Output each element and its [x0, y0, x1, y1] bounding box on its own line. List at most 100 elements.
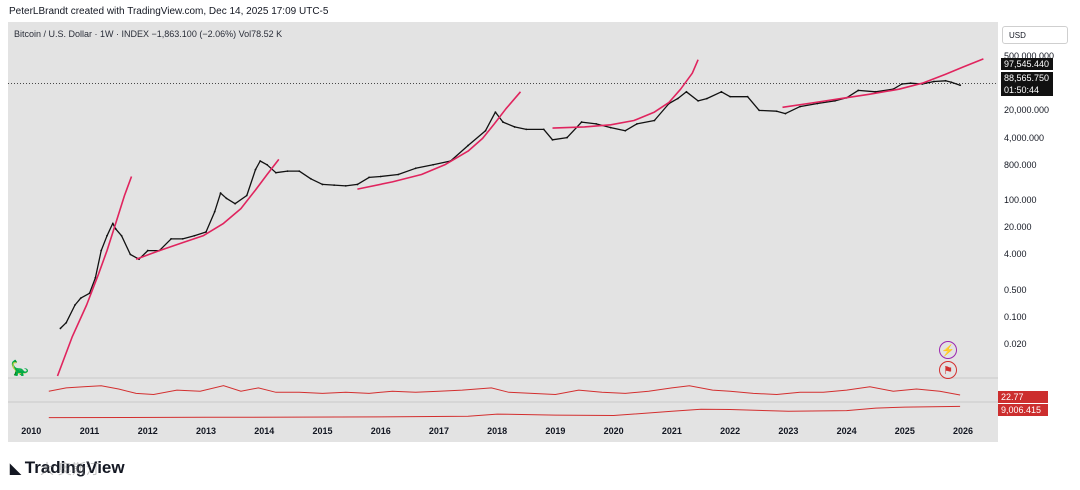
- watermark: 大 奥斯汀: [40, 461, 100, 477]
- price-point: [799, 105, 801, 108]
- price-point: [609, 126, 612, 129]
- currency-button[interactable]: USD: [1002, 26, 1068, 44]
- price-point: [193, 234, 196, 237]
- tradingview-mark-icon: ◣: [10, 459, 21, 476]
- price-point: [484, 129, 487, 132]
- price-series-line: [59, 80, 961, 329]
- x-tick-label: 2022: [720, 426, 741, 436]
- price-point: [816, 102, 819, 105]
- price-point: [901, 83, 903, 85]
- y-tick-label: 4,000.000: [1004, 132, 1045, 143]
- x-tick-label: 2012: [137, 426, 158, 436]
- parabolic-arc-2: [135, 158, 280, 260]
- price-point: [254, 168, 257, 171]
- symbol-legend[interactable]: Bitcoin / U.S. Dollar · 1W · INDEX −1,86…: [14, 29, 283, 39]
- x-tick-label: 2011: [79, 426, 100, 436]
- x-tick-label: 2024: [836, 426, 857, 436]
- us-flag-icon[interactable]: ⚑: [939, 361, 957, 379]
- price-point: [944, 79, 947, 82]
- x-tick-label: 2013: [195, 426, 217, 436]
- price-point: [225, 197, 228, 200]
- price-point: [909, 82, 912, 85]
- price-point: [758, 109, 761, 112]
- x-tick-label: 2015: [312, 426, 333, 436]
- price-point: [624, 129, 627, 132]
- price-point: [344, 184, 347, 187]
- price-point: [100, 249, 103, 252]
- oscillator-line: [48, 385, 961, 396]
- price-point: [120, 234, 123, 237]
- price-point: [551, 138, 554, 141]
- price-point: [580, 121, 583, 123]
- chart-panel[interactable]: [8, 22, 998, 442]
- price-point: [79, 297, 82, 300]
- price-point: [705, 97, 708, 100]
- price-point: [298, 170, 301, 173]
- y-tick-label: 800.000: [1004, 159, 1037, 170]
- price-point: [111, 222, 114, 225]
- y-tick-label: 0.020: [1004, 338, 1027, 349]
- price-point: [502, 121, 504, 123]
- price-point: [525, 128, 528, 131]
- chart-caption: PeterLBrandt created with TradingView.co…: [9, 6, 329, 17]
- x-tick-label: 2014: [254, 426, 275, 436]
- price-point: [653, 119, 656, 122]
- price-point: [784, 112, 787, 115]
- oscillator-value-label: 22.77: [998, 391, 1048, 403]
- price-point: [181, 237, 184, 240]
- price-point: [286, 170, 289, 173]
- price-point: [697, 100, 699, 102]
- price-point: [874, 90, 877, 93]
- price-point: [513, 126, 516, 128]
- price-point: [636, 122, 638, 125]
- lightning-icon[interactable]: ⚡: [939, 341, 957, 359]
- price-point: [397, 173, 400, 176]
- volume-indicator-line: [48, 405, 961, 419]
- x-tick-label: 2021: [661, 426, 682, 436]
- x-tick-label: 2016: [370, 426, 391, 436]
- price-point: [321, 183, 324, 186]
- y-tick-label: 100.000: [1004, 194, 1037, 205]
- y-tick-label: 500,000.000: [1004, 50, 1055, 61]
- price-point: [834, 100, 836, 102]
- price-point: [170, 237, 172, 240]
- price-point: [94, 276, 97, 279]
- x-tick-label: 2018: [487, 426, 508, 436]
- y-tick-label: 4.000: [1004, 249, 1027, 260]
- tradingview-logo-text: TradingView: [24, 458, 125, 477]
- price-point: [59, 327, 62, 330]
- y-tick-label: 0.500: [1004, 284, 1027, 295]
- price-point: [205, 231, 207, 233]
- x-tick-label: 2017: [428, 426, 449, 436]
- price-point: [219, 192, 222, 194]
- price-point: [775, 110, 778, 113]
- price-point: [114, 228, 117, 230]
- price-point: [368, 176, 370, 179]
- tradingview-logo[interactable]: ◣ TradingView: [10, 458, 125, 478]
- price-point: [129, 253, 132, 256]
- x-tick-label: 2020: [603, 426, 624, 436]
- parabolic-arc-3: [357, 91, 522, 190]
- price-point: [746, 95, 749, 98]
- x-tick-label: 2010: [21, 426, 42, 436]
- price-point: [356, 183, 359, 186]
- price-point: [414, 167, 417, 170]
- parabolic-arc-4: [552, 59, 699, 129]
- price-point: [65, 321, 68, 324]
- countdown-label: 01:50:44: [1001, 84, 1053, 96]
- price-point: [959, 84, 962, 87]
- price-point: [379, 175, 382, 178]
- price-point: [74, 304, 76, 306]
- x-tick-label: 2019: [545, 426, 566, 436]
- price-point: [309, 177, 312, 180]
- price-point: [566, 136, 568, 139]
- parabolic-arc-5: [782, 58, 984, 109]
- price-point: [259, 160, 262, 162]
- price-point: [213, 210, 216, 213]
- price-label-upper: 97,545.440: [1001, 58, 1053, 70]
- price-point: [950, 81, 953, 84]
- x-tick-label: 2025: [894, 426, 915, 436]
- price-point: [685, 90, 688, 93]
- price-point: [729, 95, 732, 98]
